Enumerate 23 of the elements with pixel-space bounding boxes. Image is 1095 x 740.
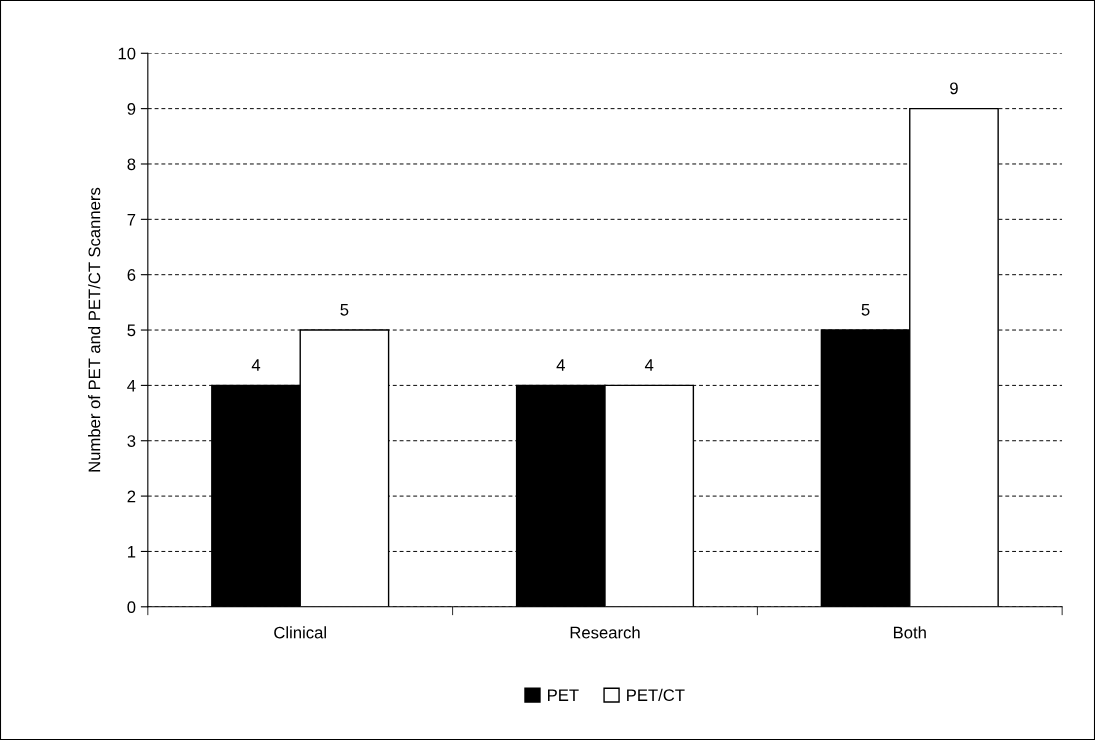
y-tick-label: 2 (127, 490, 136, 503)
y-tick-label: 10 (118, 47, 136, 60)
data-label: 4 (251, 359, 261, 371)
x-tick-label: Clinical (274, 626, 326, 639)
y-tick-label: 9 (127, 103, 136, 115)
y-tick-label: 8 (127, 158, 136, 171)
data-label: 5 (861, 304, 870, 316)
y-tick-label: 6 (127, 269, 136, 281)
y-tick-label: 5 (127, 324, 136, 337)
y-tick-label: 1 (128, 546, 136, 558)
data-label: 9 (950, 82, 958, 95)
data-label: 4 (556, 359, 565, 371)
legend-label: PET (548, 689, 579, 701)
data-label: 4 (644, 359, 654, 371)
data-label: 5 (340, 304, 349, 316)
x-tick-label: Research (570, 626, 640, 639)
y-axis-title: Number of PET and PET/CT Scanners (88, 187, 101, 472)
y-tick-label: 7 (127, 213, 136, 226)
legend-label: PET/CT (627, 688, 685, 702)
y-tick-label: 3 (127, 435, 136, 447)
x-tick-label: Both (893, 626, 926, 639)
y-tick-label: 0 (127, 601, 136, 613)
y-tick-label: 4 (127, 379, 136, 392)
